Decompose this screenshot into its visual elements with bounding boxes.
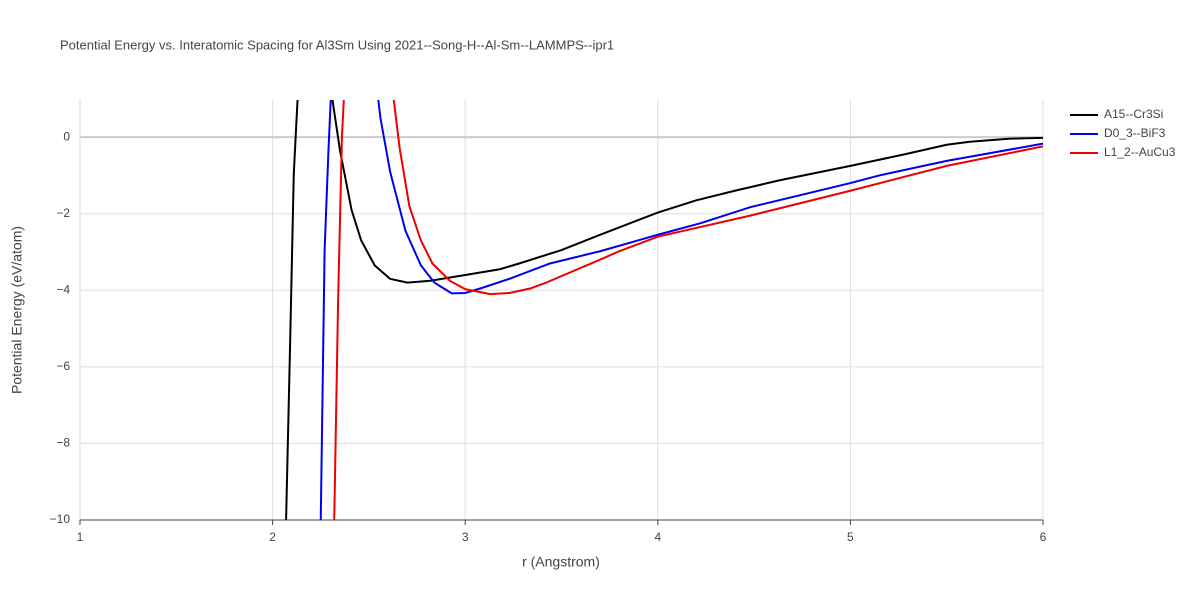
line-series — [285, 100, 1043, 520]
y-axis-label: Potential Energy (eV/atom) — [9, 226, 25, 394]
y-tick-label: −8 — [56, 436, 70, 450]
x-tick-label: 6 — [1040, 530, 1047, 544]
x-tick-label: 4 — [654, 530, 661, 544]
y-tick-label: −4 — [56, 282, 70, 296]
y-tick-label: 0 — [63, 129, 70, 143]
x-tick-label: 5 — [847, 530, 854, 544]
x-tick-label: 3 — [462, 530, 469, 544]
chart-title: Potential Energy vs. Interatomic Spacing… — [60, 37, 614, 52]
x-tick-label: 1 — [77, 530, 84, 544]
legend-label: L1_2--AuCu3 — [1104, 145, 1176, 159]
plot-area — [285, 100, 1043, 520]
y-tick-label: −2 — [56, 206, 70, 220]
x-tick-label: 2 — [269, 530, 276, 544]
line-series — [333, 100, 1043, 520]
legend-label: A15--Cr3Si — [1104, 107, 1163, 121]
x-axis-label: r (Angstrom) — [522, 554, 600, 570]
y-tick-label: −6 — [56, 359, 70, 373]
line-series — [319, 100, 1043, 520]
legend-label: D0_3--BiF3 — [1104, 126, 1166, 140]
y-tick-label: −10 — [50, 512, 71, 526]
